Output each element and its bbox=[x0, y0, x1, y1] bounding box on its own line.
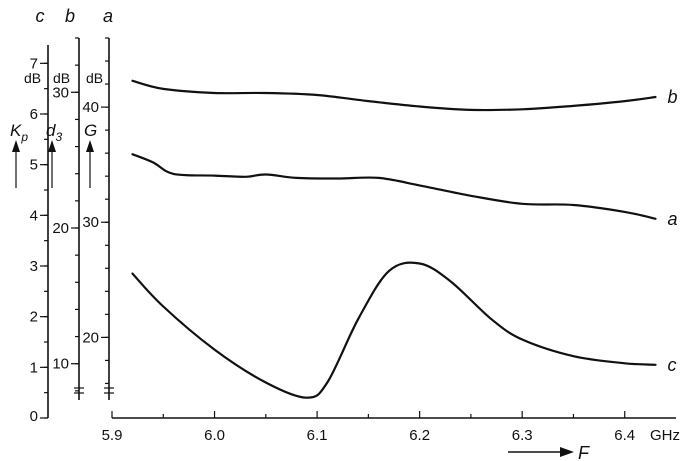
y-axis-a-unit: dB bbox=[86, 70, 103, 86]
curves-layer bbox=[131, 79, 657, 399]
y-axis-a-letter: a bbox=[103, 6, 113, 26]
y-tick-label: 30 bbox=[82, 214, 99, 231]
y-tick-label: 20 bbox=[82, 329, 99, 346]
x-arrow-head bbox=[560, 447, 574, 457]
y-axis-a-symbol: G bbox=[84, 121, 97, 140]
y-tick-label: 7 bbox=[30, 55, 38, 72]
y-axis-b-letter: b bbox=[65, 6, 75, 26]
x-axis-label: F bbox=[578, 443, 590, 461]
y-axis-b-arrow-head bbox=[48, 140, 56, 152]
y-tick-label: 3 bbox=[30, 258, 38, 275]
x-tick-label: 5.9 bbox=[102, 427, 123, 444]
x-unit-label: GHz bbox=[650, 427, 680, 444]
y-tick-label: 5 bbox=[30, 157, 38, 174]
y-tick-label: 1 bbox=[30, 359, 38, 376]
x-tick-label: 6.4 bbox=[614, 427, 635, 444]
curve-c-label: c bbox=[667, 355, 676, 375]
y-tick-label: 40 bbox=[82, 99, 99, 116]
curve-b-label: b bbox=[667, 87, 677, 107]
labels-layer: 5.9 6.0 6.1 6.2 6.3 6.4 GHz Fc dB 1 2 3 4 5 6 7 0 Kp b dB 10… bbox=[10, 6, 680, 461]
y-tick-label: 10 bbox=[52, 356, 69, 373]
y-axis-a-arrow-head bbox=[86, 140, 94, 152]
y-tick-label: 4 bbox=[30, 207, 38, 224]
y-axis-b-unit: dB bbox=[53, 70, 70, 86]
y-tick-label: 20 bbox=[52, 220, 69, 237]
y-axis-b-symbol: d3 bbox=[46, 121, 62, 144]
axes-layer bbox=[12, 37, 676, 457]
y-tick-label: 2 bbox=[30, 309, 38, 326]
y-axis-c-symbol: Kp bbox=[10, 121, 28, 144]
x-tick-label: 6.2 bbox=[409, 427, 430, 444]
x-tick-label: 6.1 bbox=[307, 427, 328, 444]
curve-a-label: a bbox=[667, 209, 677, 229]
y-axis-c-unit: dB bbox=[24, 70, 41, 86]
x-tick-label: 6.3 bbox=[512, 427, 533, 444]
y-tick-label: 6 bbox=[30, 106, 38, 123]
curve-b bbox=[131, 79, 657, 112]
y-axis-c-letter: c bbox=[36, 6, 45, 26]
y-tick-label: 30 bbox=[52, 84, 69, 101]
curve-c bbox=[131, 261, 657, 399]
y-axis-c-arrow-head bbox=[12, 140, 20, 152]
y-tick-label: 0 bbox=[30, 408, 38, 425]
curve-a bbox=[131, 153, 657, 220]
x-tick-label: 6.0 bbox=[204, 427, 225, 444]
